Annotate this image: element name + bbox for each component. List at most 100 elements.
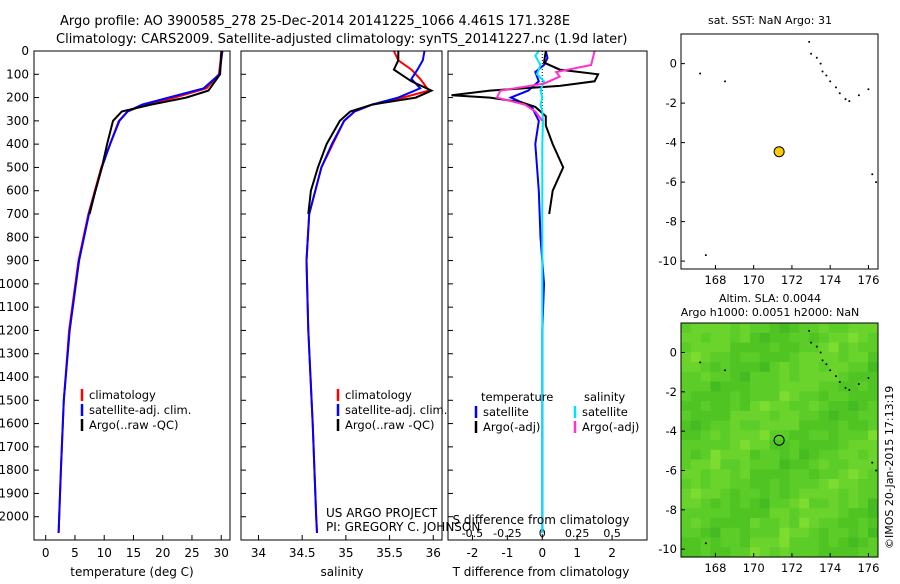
s-tick-label: -0.25 [493, 527, 521, 540]
sla-cell [710, 391, 721, 402]
legend-header: salinity [584, 390, 625, 404]
sla-cell [828, 371, 840, 383]
sla-cell [818, 508, 830, 519]
sla-cell [759, 537, 771, 548]
sla-cell [779, 527, 790, 539]
sla-cell [818, 449, 830, 461]
sla-cell [858, 537, 869, 548]
sla-cell [779, 537, 790, 548]
legend-header: temperature [481, 390, 553, 404]
island-dot [857, 382, 860, 385]
sla-cell [710, 488, 721, 500]
sla-cell [799, 508, 810, 519]
island-dot [867, 377, 870, 380]
sla-cell [700, 391, 711, 402]
x-tick-label: 15 [126, 546, 141, 560]
sla-cell [868, 469, 879, 480]
sla-cell [828, 527, 840, 539]
sla-cell [809, 332, 820, 344]
sla-cell [769, 381, 780, 392]
sla-cell [848, 362, 859, 373]
sla-cell [799, 518, 810, 529]
sla-cell [858, 547, 869, 558]
island-dot [819, 351, 822, 354]
sla-cell [710, 420, 721, 431]
sla-cell [759, 449, 771, 461]
lon-tick-label: 176 [857, 561, 879, 575]
sla-cell [710, 449, 721, 461]
x-tick-label: 25 [184, 546, 199, 560]
sla-cell [700, 401, 711, 412]
sla-cell [720, 488, 731, 500]
sla-cell [779, 410, 790, 422]
island-dot [815, 345, 818, 348]
sla-cell [838, 430, 849, 441]
sla-cell [818, 518, 830, 529]
sla-cell [759, 547, 771, 558]
sla-cell [740, 518, 751, 529]
sla-cell [690, 342, 702, 353]
sla-cell [848, 488, 859, 500]
sla-cell [720, 547, 731, 558]
sla-cell [789, 498, 800, 509]
salinity-plot-area: 34 34.5 35 35.5 36 climatologysatellite-adj. … [241, 50, 447, 560]
sla-cell [828, 479, 840, 490]
legend-label: satellite [483, 405, 529, 419]
sla-cell [799, 332, 810, 344]
sla-cell [690, 449, 702, 461]
sla-cell [809, 371, 820, 383]
sla-cell [789, 469, 800, 480]
sla-cell [809, 410, 820, 422]
sst-map-title: sat. SST: NaN Argo: 31 [708, 14, 832, 27]
sla-cell [868, 518, 879, 529]
sla-cell [848, 547, 859, 558]
difference-frame [447, 50, 648, 541]
sla-cell [809, 498, 820, 509]
sla-cell [720, 332, 731, 344]
sla-cell [740, 537, 751, 548]
sla-cell [828, 381, 840, 392]
sla-cell [769, 488, 780, 500]
series-line-c000000 [307, 51, 434, 215]
sla-cell [799, 449, 810, 461]
sla-cell [710, 508, 721, 519]
sla-cell [858, 420, 869, 431]
sla-cell [681, 391, 692, 402]
sla-cell [789, 518, 800, 529]
sla-cell [720, 459, 731, 470]
depth-tick-label: 800 [6, 230, 29, 244]
series-line-c0000ff [57, 50, 224, 534]
x-tick-label: 1 [573, 546, 581, 560]
float-position-marker [773, 146, 785, 158]
sla-cell [730, 518, 741, 529]
s-tick-label: 0 [539, 527, 546, 540]
sla-cell [868, 449, 879, 461]
sla-cell [809, 381, 820, 392]
sla-cell [868, 420, 879, 431]
legend-label: Argo(..raw -QC) [89, 418, 179, 432]
sla-cell [690, 401, 702, 412]
sla-cell [730, 323, 741, 334]
timestamp-stamp: ©IMOS 20-Jan-2015 17:13:19 [883, 386, 896, 549]
sla-cell [779, 362, 790, 373]
sla-cell [750, 479, 761, 490]
sla-cell [750, 352, 761, 363]
sla-cell [838, 498, 849, 509]
sla-cell [759, 527, 771, 539]
sla-cell [690, 332, 702, 344]
salinity-panel: 34 34.5 35 35.5 36 climatologysatellite-adj. … [240, 50, 447, 579]
sla-cell [759, 371, 771, 383]
sla-cell [700, 547, 711, 558]
series-line-cff33cc [495, 50, 596, 122]
lat-tick-label: -4 [666, 424, 677, 438]
sla-cell [769, 430, 780, 441]
sla-cell [681, 410, 692, 422]
sla-cell [828, 352, 840, 363]
sla-cell [789, 381, 800, 392]
sla-cell [848, 391, 859, 402]
sla-cell [789, 508, 800, 519]
sla-cell [690, 371, 702, 383]
sla-cell [848, 537, 859, 548]
sla-cell [700, 342, 711, 353]
sla-cell [720, 498, 731, 509]
